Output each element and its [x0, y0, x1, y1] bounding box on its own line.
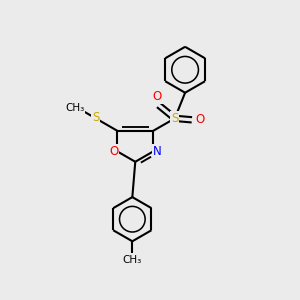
Text: N: N	[153, 145, 162, 158]
Text: CH₃: CH₃	[123, 255, 142, 266]
Text: CH₃: CH₃	[65, 103, 85, 113]
Text: O: O	[196, 113, 205, 126]
Text: S: S	[171, 112, 178, 125]
Text: S: S	[92, 111, 99, 124]
Text: O: O	[152, 90, 162, 104]
Text: O: O	[109, 145, 119, 158]
